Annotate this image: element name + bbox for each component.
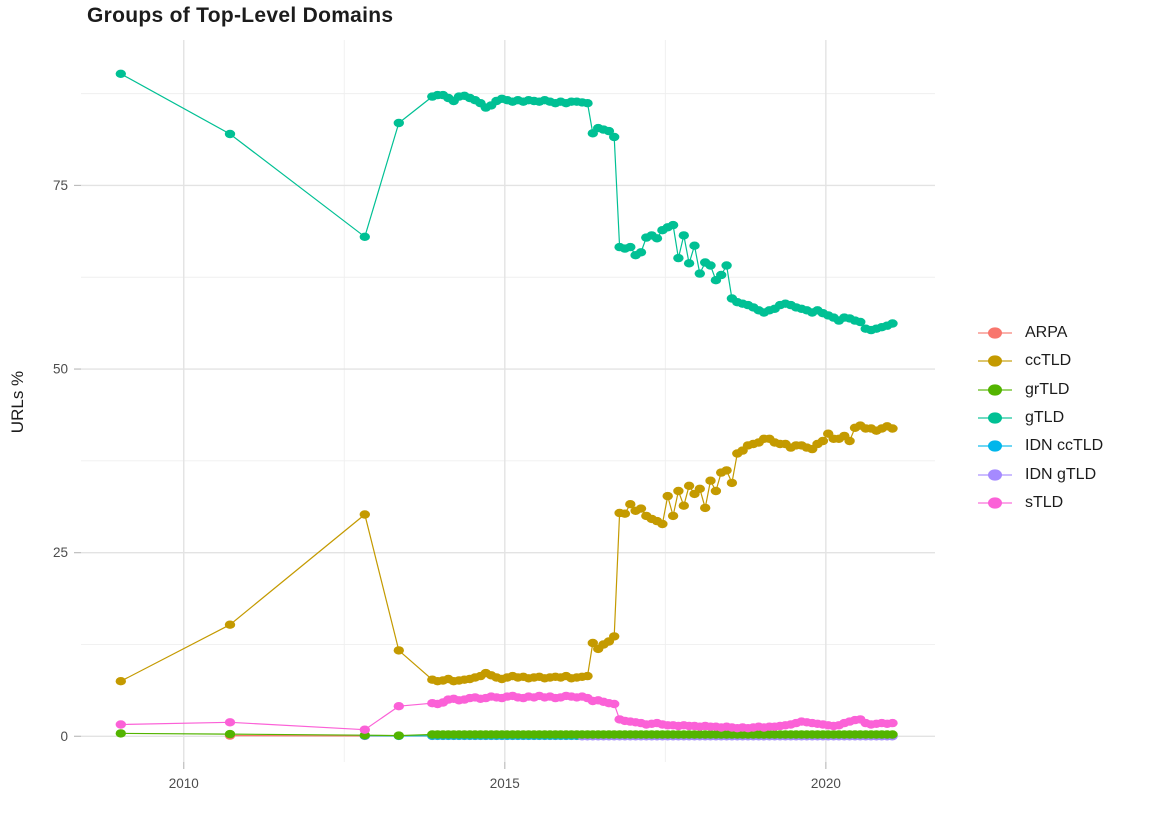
- y-tick-label: 25: [53, 545, 68, 560]
- data-point: [625, 500, 636, 509]
- series-grtld: [115, 729, 898, 740]
- data-point: [115, 677, 127, 686]
- data-point: [635, 504, 647, 513]
- data-point: [705, 476, 716, 485]
- data-point: [115, 729, 127, 738]
- data-point: [678, 231, 689, 240]
- legend-item-label: sTLD: [1025, 493, 1064, 511]
- legend-key-icon: [978, 327, 1012, 339]
- legend-item-gtld: gTLD: [976, 404, 1103, 432]
- data-point: [393, 702, 404, 711]
- data-point: [817, 436, 829, 446]
- legend-key-icon: [978, 384, 1012, 396]
- data-point: [224, 729, 236, 739]
- chart-title: Groups of Top-Level Domains: [87, 4, 394, 27]
- data-point: [582, 99, 593, 108]
- series-line: [120, 73, 893, 331]
- data-point: [359, 725, 370, 734]
- legend-item-label: grTLD: [1025, 380, 1070, 398]
- series-cctld: [115, 421, 898, 686]
- data-point: [393, 118, 404, 128]
- series-stld: [115, 691, 898, 734]
- data-point: [582, 671, 593, 681]
- legend-item-idn-gtld: IDN gTLD: [976, 460, 1103, 488]
- series-line: [120, 424, 893, 682]
- legend-item-label: IDN ccTLD: [1025, 437, 1104, 455]
- data-point: [224, 129, 236, 139]
- legend-key-icon: [978, 440, 1012, 452]
- y-tick-label: 50: [53, 362, 68, 377]
- data-point: [115, 69, 127, 79]
- data-point: [694, 269, 705, 278]
- data-point: [855, 317, 866, 327]
- legend-item-grtld: grTLD: [976, 376, 1103, 404]
- data-point: [683, 481, 695, 490]
- data-point: [700, 503, 711, 513]
- data-point: [678, 501, 689, 510]
- data-point: [393, 731, 404, 740]
- data-point: [224, 620, 236, 629]
- data-point: [716, 270, 727, 280]
- legend-item-label: IDN gTLD: [1025, 465, 1097, 483]
- data-point: [887, 424, 898, 433]
- data-point: [721, 466, 732, 475]
- data-point: [635, 248, 647, 257]
- data-point: [603, 126, 615, 136]
- data-point: [359, 232, 370, 241]
- y-tick-label: 75: [53, 178, 68, 193]
- data-point: [609, 632, 620, 641]
- legend-item-label: gTLD: [1025, 409, 1065, 427]
- data-point: [662, 491, 673, 501]
- data-point: [887, 730, 898, 739]
- data-point: [887, 718, 898, 728]
- data-point: [710, 486, 722, 496]
- data-point: [625, 242, 636, 252]
- data-point: [359, 510, 370, 519]
- data-point: [651, 234, 663, 243]
- data-point: [721, 261, 732, 270]
- legend-key-icon: [978, 497, 1012, 509]
- legend-item-arpa: ARPA: [976, 319, 1103, 347]
- data-point: [689, 241, 700, 250]
- data-point: [705, 261, 716, 270]
- legend-item-label: ARPA: [1025, 324, 1068, 342]
- data-point: [657, 519, 668, 529]
- legend-item-label: ccTLD: [1025, 352, 1072, 370]
- data-point: [694, 484, 705, 493]
- legend-key-icon: [978, 355, 1012, 368]
- legend-key-icon: [978, 469, 1012, 481]
- data-point: [667, 511, 679, 521]
- data-point: [887, 319, 898, 328]
- data-point: [587, 638, 598, 648]
- data-point: [115, 720, 127, 729]
- data-point: [667, 220, 679, 230]
- x-tick-label: 2020: [811, 776, 841, 791]
- data-point: [619, 509, 631, 518]
- legend-item-cctld: ccTLD: [976, 347, 1103, 375]
- data-point: [393, 646, 404, 655]
- legend-key-icon: [978, 412, 1012, 424]
- data-point: [673, 486, 684, 496]
- legend: ARPA ccTLD grTLD gTLD IDN ccTLD IDN gTLD sTLD: [976, 319, 1103, 517]
- data-point: [609, 132, 620, 142]
- y-tick-label: 0: [60, 729, 68, 744]
- data-point: [683, 259, 695, 268]
- data-point: [224, 718, 236, 727]
- legend-item-stld: sTLD: [976, 489, 1103, 517]
- data-point: [673, 253, 684, 263]
- data-point: [609, 699, 620, 709]
- data-point: [726, 478, 738, 488]
- data-point: [844, 436, 855, 446]
- legend-item-idn-cctld: IDN ccTLD: [976, 432, 1103, 460]
- series-gtld: [115, 69, 898, 335]
- x-tick-label: 2010: [169, 776, 199, 791]
- x-tick-label: 2015: [490, 776, 520, 791]
